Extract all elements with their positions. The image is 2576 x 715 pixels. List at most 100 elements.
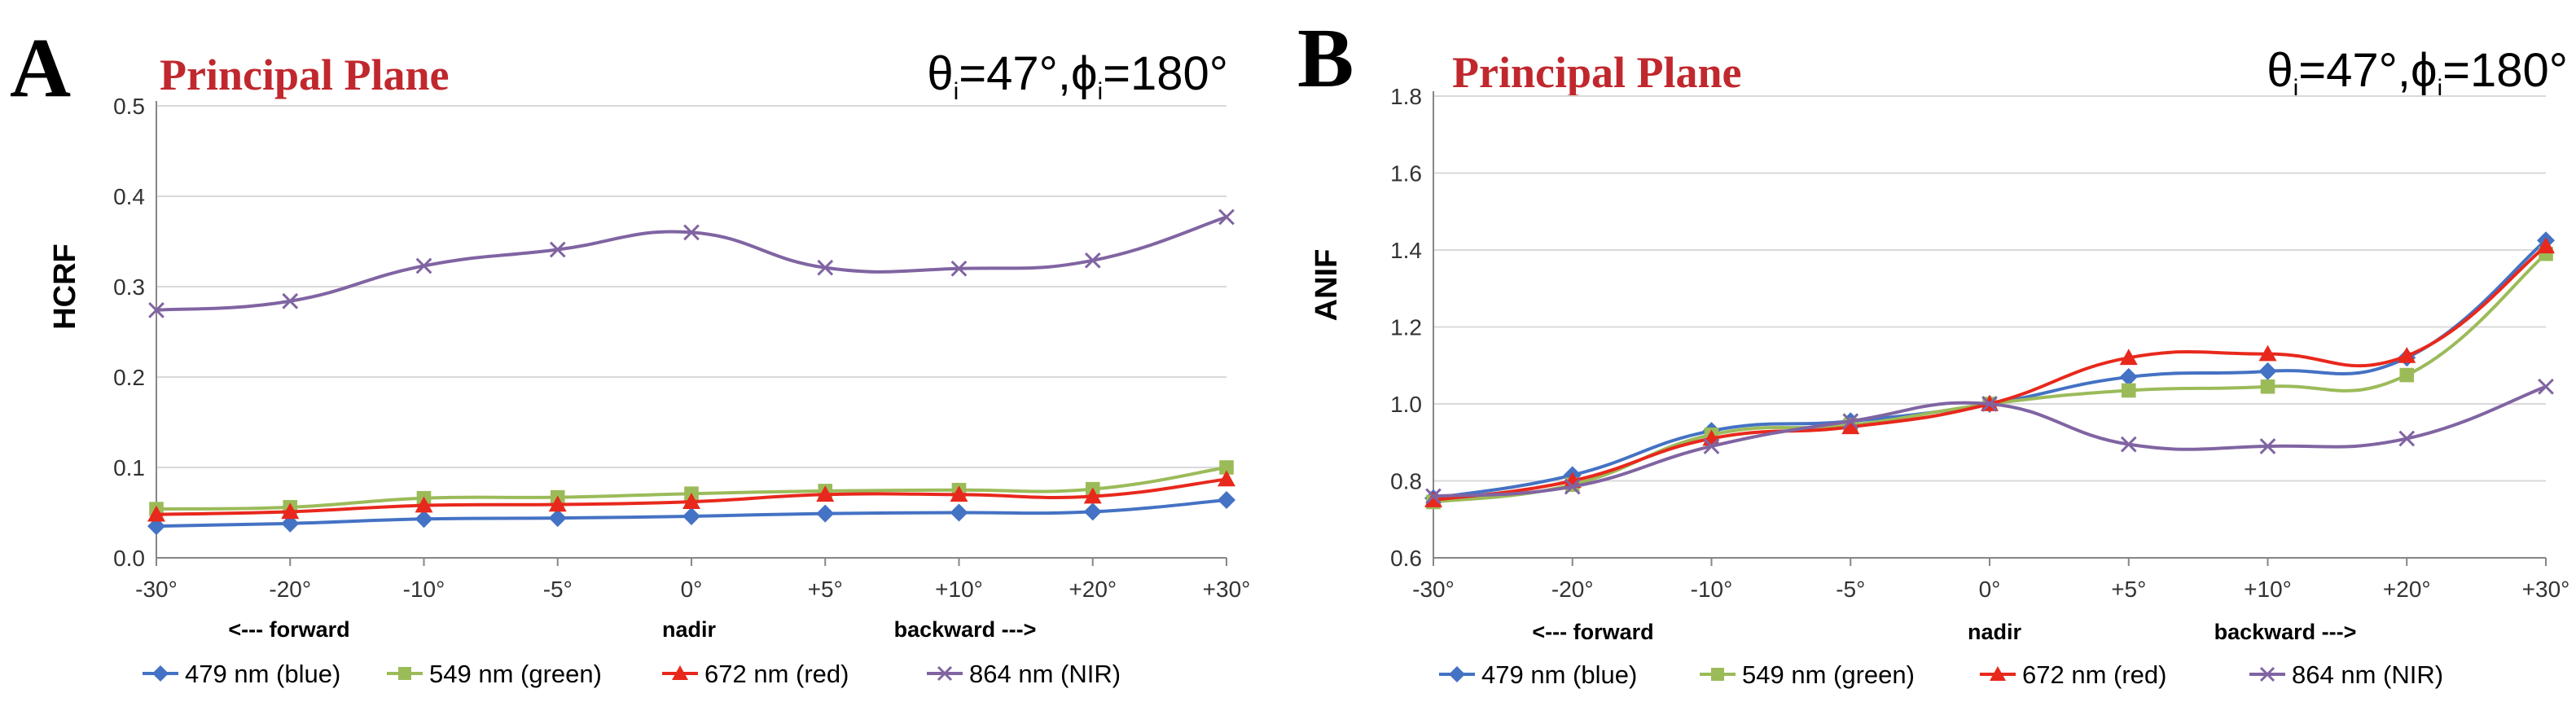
legend-marker — [1711, 668, 1724, 681]
data-point — [1219, 460, 1234, 475]
y-tick-label: 0.4 — [113, 184, 145, 209]
legend-marker — [1449, 666, 1465, 682]
incidence-angle-label: θi=47°,ϕi=180° — [2267, 44, 2568, 102]
legend-label: 479 nm (blue) — [185, 660, 340, 688]
legend-label: 672 nm (red) — [2022, 660, 2166, 689]
data-point — [1842, 413, 1859, 430]
data-point — [2119, 349, 2138, 366]
x-tick-label: -10° — [1691, 577, 1733, 602]
data-point — [2258, 344, 2277, 362]
data-point — [415, 496, 433, 513]
plot-area: 0.0 0.1 0.2 0.3 0.4 0.5 -30° -20° -10° -5° 0° +5° +1… — [113, 94, 1250, 602]
legend-label: 672 nm (red) — [704, 660, 849, 688]
y-tick-label: 1.2 — [1390, 315, 1422, 340]
data-point — [148, 301, 165, 318]
data-point — [817, 259, 834, 276]
series-line — [1433, 252, 2547, 504]
phi-subscript: i — [1097, 78, 1103, 105]
legend-marker — [672, 665, 688, 680]
y-tick-label: 0.5 — [113, 94, 145, 119]
data-point — [415, 257, 432, 274]
legend-label: 549 nm (green) — [1742, 660, 1915, 689]
data-point — [1083, 487, 1102, 504]
data-point — [549, 241, 566, 258]
data-point — [816, 504, 835, 523]
data-point — [281, 502, 300, 520]
data-point — [682, 493, 700, 509]
chart-b: B Principal Plane θi=47°,ϕi=180° ANIF 0.… — [1297, 11, 2569, 689]
data-point — [950, 260, 968, 277]
data-point — [1981, 396, 1998, 412]
data-point — [282, 292, 299, 309]
direction-nadir-label: nadir — [1968, 620, 2022, 644]
direction-backward-label: backward ---> — [894, 617, 1037, 642]
data-point — [2121, 383, 2136, 398]
legend-label: 479 nm (blue) — [1481, 660, 1637, 689]
y-tick-label: 0.1 — [113, 455, 145, 480]
x-tick-label: -5° — [1836, 577, 1865, 602]
data-point — [1084, 252, 1101, 269]
chart-title: Principal Plane — [1452, 48, 1741, 97]
y-tick-label: 0.3 — [113, 274, 145, 300]
x-tick-label: +30° — [1203, 577, 1251, 602]
y-tick-label: 1.6 — [1390, 161, 1422, 186]
y-axis-label: ANIF — [1310, 249, 1344, 322]
data-point — [1424, 491, 1442, 507]
x-tick-label: -10° — [403, 577, 445, 602]
plot-area: 0.6 0.8 1.0 1.2 1.4 1.6 1.8 -30° -20° -10° -5° 0° +5… — [1390, 84, 2569, 602]
data-point — [1083, 502, 1102, 521]
legend-marker — [1990, 666, 2006, 681]
legend-marker — [2259, 666, 2275, 682]
data-point — [2398, 430, 2416, 447]
y-tick-label: 0.6 — [1390, 546, 1422, 571]
y-tick-label: 1.8 — [1390, 84, 1422, 109]
chart-a: A Principal Plane θi=47°,ϕi=180° HCRF 0.… — [10, 21, 1250, 688]
data-point — [1218, 470, 1235, 487]
x-tick-label: +5° — [808, 577, 843, 602]
x-tick-label: -30° — [135, 577, 178, 602]
data-point — [2538, 378, 2554, 395]
panel-letter: A — [10, 21, 71, 115]
panel-letter: B — [1297, 11, 1354, 105]
data-point — [548, 495, 567, 512]
data-point — [2119, 367, 2138, 386]
theta-symbol: θ — [2267, 44, 2293, 97]
phi-value: =180° — [1103, 47, 1228, 100]
data-point — [2537, 237, 2555, 254]
data-point — [683, 224, 700, 241]
data-point — [816, 485, 835, 502]
data-point — [415, 510, 433, 529]
data-point — [281, 514, 300, 533]
data-point — [2260, 379, 2275, 394]
data-point — [1218, 490, 1235, 509]
data-point — [950, 503, 968, 522]
direction-nadir-label: nadir — [662, 617, 717, 642]
direction-backward-label: backward ---> — [2214, 620, 2357, 644]
x-tick-label: +5° — [2111, 577, 2146, 602]
x-tick-label: +20° — [2383, 577, 2431, 602]
y-tick-label: 0.0 — [113, 546, 145, 571]
y-tick-label: 0.2 — [113, 365, 145, 390]
legend-marker — [937, 665, 953, 682]
data-point — [682, 507, 700, 525]
data-point — [1841, 418, 1860, 435]
legend-label: 864 nm (NIR) — [969, 660, 1121, 688]
data-point — [950, 485, 968, 502]
x-tick-label: +10° — [2244, 577, 2292, 602]
x-tick-label: +10° — [935, 577, 983, 602]
legend-marker — [398, 667, 411, 680]
data-point — [1563, 472, 1582, 489]
series-line — [1433, 239, 2547, 500]
data-point — [147, 505, 165, 522]
data-point — [1218, 208, 1235, 226]
data-point — [2120, 436, 2137, 453]
x-tick-label: 0° — [681, 577, 703, 602]
x-tick-label: -20° — [269, 577, 311, 602]
data-point — [1425, 488, 1442, 505]
x-tick-label: +20° — [1069, 577, 1117, 602]
theta-subscript: i — [2293, 75, 2299, 102]
data-point — [548, 509, 567, 528]
y-tick-label: 0.8 — [1390, 469, 1422, 494]
data-point — [1564, 478, 1581, 495]
data-point — [2398, 346, 2416, 363]
